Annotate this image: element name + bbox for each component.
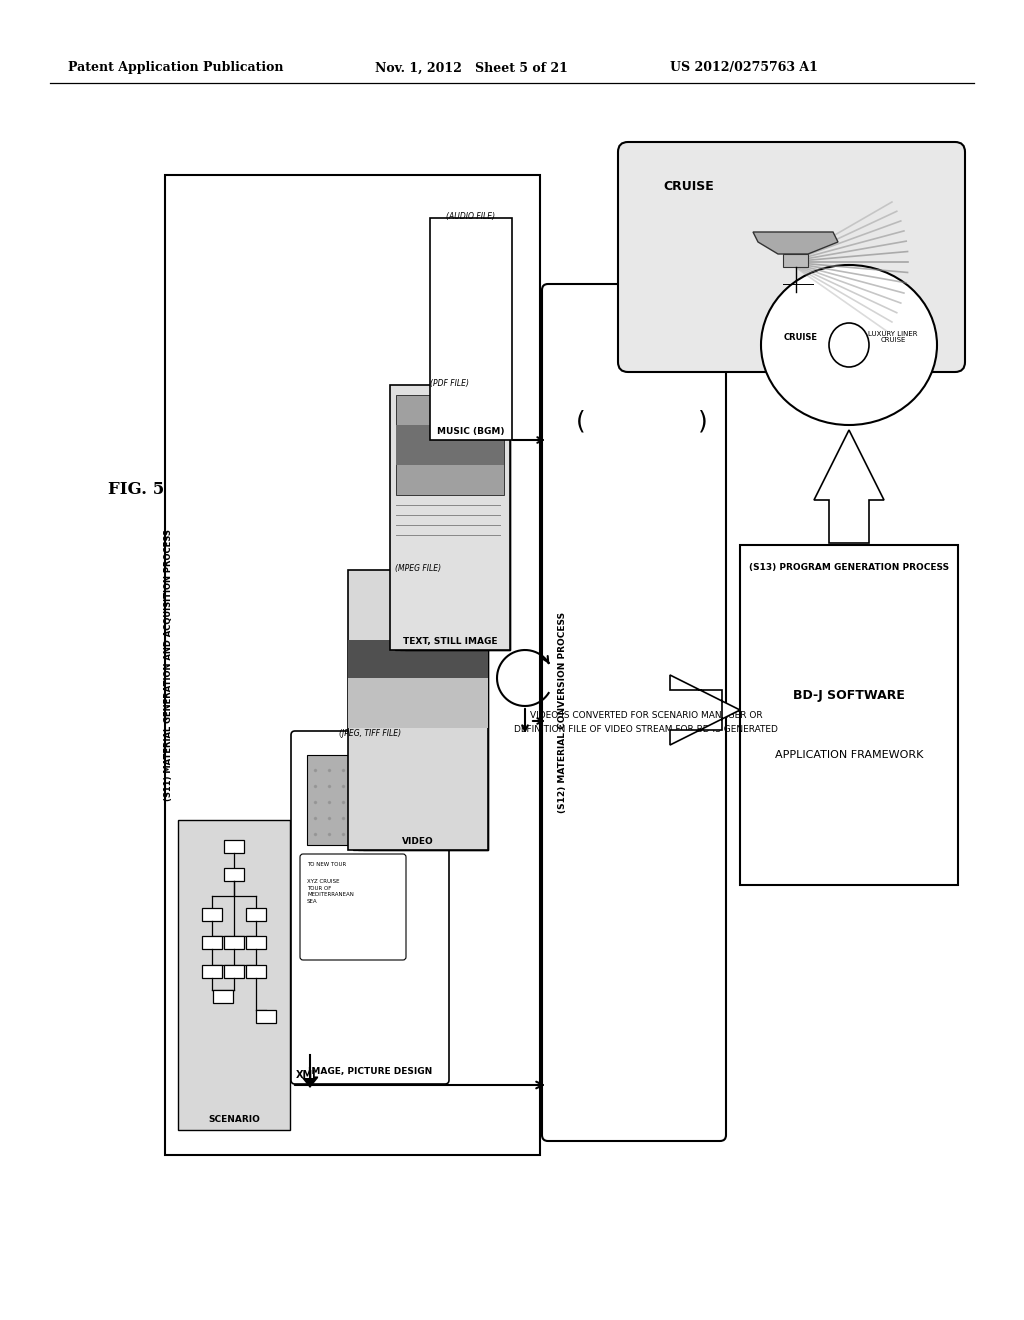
Ellipse shape: [829, 323, 869, 367]
Text: (JPEG, TIFF FILE): (JPEG, TIFF FILE): [339, 729, 401, 738]
Bar: [390, 385, 510, 649]
Text: CRUISE: CRUISE: [663, 180, 714, 193]
Bar: [348, 570, 488, 850]
Bar: [353, 576, 488, 850]
Text: US 2012/0275763 A1: US 2012/0275763 A1: [670, 62, 818, 74]
Text: ): ): [698, 411, 708, 434]
Text: (PDF FILE): (PDF FILE): [430, 379, 469, 388]
Text: (S11) MATERIAL GENERATION AND ACQUISITION PROCESS: (S11) MATERIAL GENERATION AND ACQUISITIO…: [165, 529, 173, 801]
FancyBboxPatch shape: [618, 143, 965, 372]
Text: IMAGE, PICTURE DESIGN: IMAGE, PICTURE DESIGN: [308, 1067, 432, 1076]
FancyBboxPatch shape: [542, 284, 726, 1140]
Bar: [246, 908, 266, 921]
Bar: [224, 869, 244, 880]
Text: XYZ CRUISE
TOUR OF
MEDITERRANEAN
SEA: XYZ CRUISE TOUR OF MEDITERRANEAN SEA: [307, 879, 354, 904]
Text: FIG. 5: FIG. 5: [108, 482, 164, 499]
Bar: [246, 936, 266, 949]
Text: MUSIC (BGM): MUSIC (BGM): [437, 426, 505, 436]
Bar: [307, 755, 433, 845]
Text: TEXT, STILL IMAGE: TEXT, STILL IMAGE: [402, 638, 498, 645]
Bar: [430, 218, 512, 440]
Text: APPLICATION FRAMEWORK: APPLICATION FRAMEWORK: [775, 750, 924, 760]
Ellipse shape: [439, 315, 453, 326]
Bar: [224, 965, 244, 978]
Bar: [400, 397, 510, 649]
Ellipse shape: [489, 315, 503, 326]
Text: CRUISE: CRUISE: [784, 333, 818, 342]
Bar: [396, 425, 504, 465]
Bar: [213, 990, 233, 1003]
Polygon shape: [783, 253, 808, 267]
Text: (MPEG FILE): (MPEG FILE): [395, 564, 441, 573]
Text: Nov. 1, 2012   Sheet 5 of 21: Nov. 1, 2012 Sheet 5 of 21: [375, 62, 568, 74]
Text: (AUDIO FILE): (AUDIO FILE): [446, 213, 496, 220]
Text: TO NEW TOUR: TO NEW TOUR: [307, 862, 346, 867]
Bar: [224, 936, 244, 949]
Bar: [396, 395, 504, 495]
Bar: [358, 582, 488, 850]
Polygon shape: [814, 430, 884, 543]
Text: (: (: [575, 411, 586, 434]
Polygon shape: [670, 675, 740, 744]
Ellipse shape: [761, 265, 937, 425]
Text: VIDEO: VIDEO: [402, 837, 434, 846]
Text: SCENARIO: SCENARIO: [208, 1115, 260, 1125]
Text: (S13) PROGRAM GENERATION PROCESS: (S13) PROGRAM GENERATION PROCESS: [749, 564, 949, 572]
Text: LUXURY LINER
CRUISE: LUXURY LINER CRUISE: [868, 330, 918, 343]
Bar: [740, 545, 958, 884]
FancyBboxPatch shape: [300, 854, 406, 960]
Bar: [178, 820, 290, 1130]
Text: BD-J SOFTWARE: BD-J SOFTWARE: [793, 689, 905, 701]
Bar: [246, 965, 266, 978]
Bar: [362, 587, 488, 850]
Polygon shape: [753, 232, 838, 253]
Ellipse shape: [838, 333, 860, 356]
Bar: [224, 840, 244, 853]
Bar: [395, 391, 510, 649]
Text: VIDEO IS CONVERTED FOR SCENARIO MANAGER OR
DEFINITION FILE OF VIDEO STREAM FOR B: VIDEO IS CONVERTED FOR SCENARIO MANAGER …: [514, 711, 778, 734]
Text: (S12) MATERIAL CONVERSION PROCESS: (S12) MATERIAL CONVERSION PROCESS: [557, 612, 566, 813]
Bar: [165, 176, 540, 1155]
Bar: [202, 965, 222, 978]
Bar: [348, 678, 488, 729]
Text: XML: XML: [296, 1071, 319, 1080]
Bar: [202, 936, 222, 949]
Bar: [202, 908, 222, 921]
Bar: [256, 1010, 276, 1023]
Text: Patent Application Publication: Patent Application Publication: [68, 62, 284, 74]
FancyBboxPatch shape: [291, 731, 449, 1084]
Bar: [348, 640, 488, 678]
Polygon shape: [302, 1078, 318, 1088]
Bar: [406, 403, 510, 649]
